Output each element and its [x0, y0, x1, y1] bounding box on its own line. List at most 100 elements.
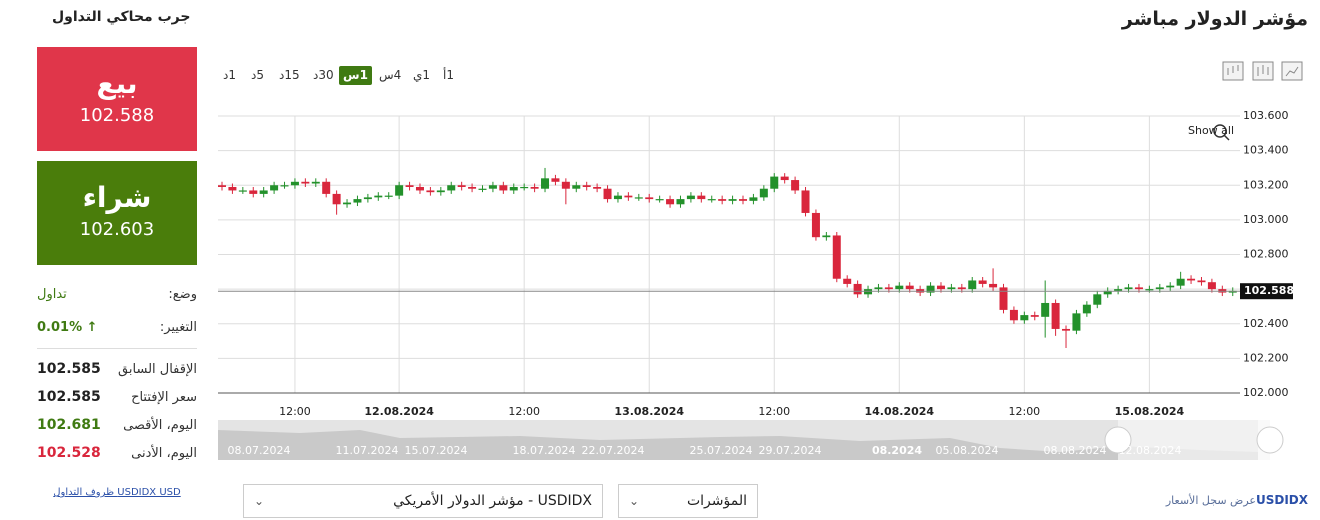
last-price-label: 102.588	[1244, 284, 1294, 297]
show-all[interactable]: Show all	[1188, 124, 1234, 137]
zoom-icon	[1223, 134, 1230, 141]
tool-glyph	[1227, 65, 1299, 77]
stat-label: اليوم، الأدنى	[131, 445, 197, 461]
navigator-window[interactable]	[1118, 420, 1270, 460]
status-row: تداول وضع:	[37, 287, 197, 302]
y-tick-label: 103.200	[1243, 178, 1289, 191]
candle-body	[301, 181, 310, 184]
candle-body	[1187, 278, 1196, 281]
candle-body	[530, 186, 539, 189]
candle-body	[655, 199, 664, 201]
candle-body	[270, 185, 279, 191]
candle-body	[770, 176, 779, 189]
x-tick-label: 15.08.2024	[1115, 405, 1185, 418]
change-row: 0.01% ↑ التغيير:	[37, 320, 197, 335]
candle-body	[280, 185, 289, 187]
candle-body	[832, 235, 841, 279]
stat-label: اليوم، الأقصى	[123, 417, 197, 433]
candle-body	[697, 195, 706, 200]
navigator-handle[interactable]	[1104, 426, 1132, 454]
candle-body	[686, 195, 695, 200]
history-link[interactable]: USDIDXعرض سجل الأسعار	[1166, 493, 1308, 507]
change-label: التغيير:	[159, 320, 197, 335]
navigator-label: 08.08.2024	[1044, 444, 1107, 457]
timeframe-button[interactable]: 4س	[379, 68, 402, 82]
candle-body	[353, 199, 362, 203]
candle-body	[1176, 278, 1185, 286]
candle-body	[499, 185, 508, 191]
navigator-label: 15.07.2024	[405, 444, 468, 457]
timeframe-button[interactable]: 30د	[313, 68, 334, 82]
candle-body	[1166, 285, 1175, 288]
candle-body	[645, 197, 654, 200]
candle-body	[749, 197, 758, 201]
candle-body	[572, 185, 581, 189]
tool-icon[interactable]	[1281, 61, 1303, 81]
candle-body	[249, 190, 258, 194]
candle-body	[895, 285, 904, 290]
stat-label: الإقفال السابق	[118, 361, 197, 377]
indicators-select[interactable]: ⌄ المؤشرات	[618, 484, 758, 518]
candle-body	[426, 190, 435, 193]
candle-body	[1114, 289, 1123, 291]
candle-body	[332, 193, 341, 205]
candle-body	[1124, 287, 1133, 290]
separator	[37, 348, 197, 349]
sell-button[interactable]: بيع 102.588	[37, 47, 197, 151]
last-price-tag	[1240, 283, 1293, 300]
candle-body	[322, 181, 331, 194]
candle-body	[957, 287, 966, 290]
candle-body	[238, 190, 247, 192]
candle-body	[290, 181, 299, 186]
sell-price: 102.588	[79, 105, 155, 126]
stat-label: سعر الإفتتاح	[131, 389, 197, 405]
candle-body	[801, 190, 810, 213]
navigator-handle[interactable]	[1256, 426, 1284, 454]
chevron: ⌄	[629, 494, 640, 508]
candle-body	[780, 176, 789, 181]
candle-body	[447, 185, 456, 191]
timeframe-button[interactable]: 15د	[279, 68, 300, 82]
simulator-link[interactable]: جرب محاكي التداول	[52, 9, 191, 25]
timeframe-button[interactable]: 1س	[339, 66, 372, 85]
timeframe-button[interactable]: 1د	[223, 68, 236, 82]
candle-body	[1197, 280, 1206, 283]
instrument-select[interactable]: ⌄ USDIDX - مؤشر الدولار الأمريكي	[243, 484, 603, 518]
candle-body	[728, 199, 737, 201]
timeframe-button[interactable]: 1ي	[413, 68, 431, 82]
candle-body	[1207, 282, 1216, 290]
navigator-label: 29.07.2024	[759, 444, 822, 457]
candle-body	[1093, 294, 1102, 305]
navigator-label: 11.07.2024	[336, 444, 399, 457]
navigator-label: 08.07.2024	[228, 444, 291, 457]
candle-body	[582, 185, 591, 187]
candle-body	[791, 180, 800, 191]
navigator-area	[218, 430, 1258, 460]
trading-conditions-link[interactable]: USDIDX USD ظروف التداول	[53, 487, 181, 498]
candle-body	[926, 285, 935, 293]
sell-label: بيع	[96, 67, 138, 100]
change-value-wrap: 0.01% ↑	[37, 320, 98, 335]
x-tick-label: 13.08.2024	[614, 405, 684, 418]
candle-body	[478, 188, 487, 190]
candle-body	[1062, 328, 1071, 331]
candle-body	[978, 280, 987, 284]
candle-body	[707, 199, 716, 201]
buy-price: 102.603	[79, 219, 155, 240]
candle-body	[311, 181, 320, 184]
candle-body	[436, 190, 445, 193]
candle-body	[509, 186, 518, 191]
timeframe-button[interactable]: 1أ	[443, 68, 454, 82]
navigator-label: 12.08.2024	[1119, 444, 1182, 457]
buy-button[interactable]: شراء 102.603	[37, 161, 197, 265]
stat-row: 102.585 الإقفال السابق	[37, 361, 197, 377]
candle-body	[811, 212, 820, 238]
stat-row: 102.681 اليوم، الأقصى	[37, 417, 197, 433]
zoom-icon[interactable]	[1213, 124, 1227, 138]
plot: 102.000102.200102.400102.600102.800103.0…	[218, 109, 1294, 418]
page-title: مؤشر الدولار مباشر	[1121, 8, 1308, 30]
timeframe-button[interactable]: 5د	[251, 68, 264, 82]
candle-body	[624, 195, 633, 198]
candle-body	[1134, 287, 1143, 290]
